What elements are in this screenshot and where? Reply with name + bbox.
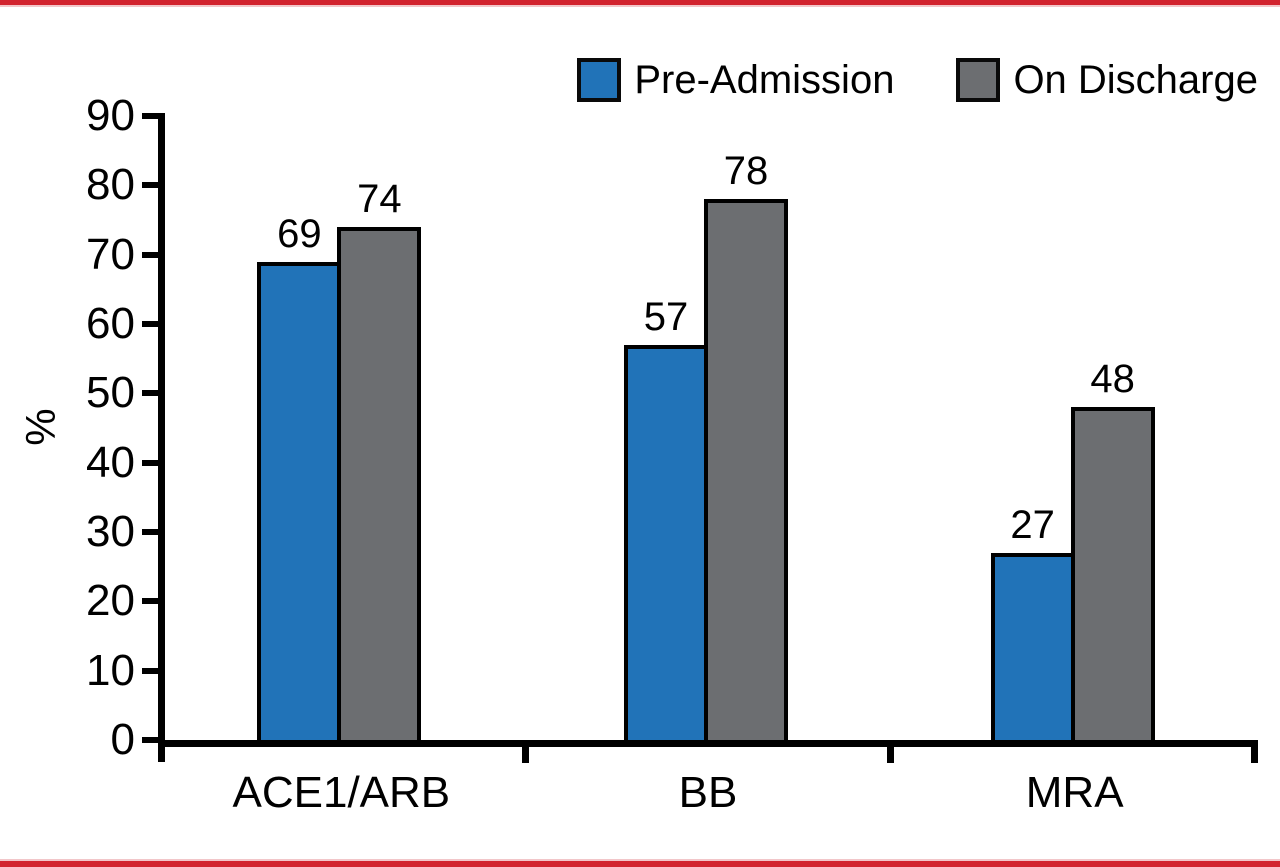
y-tick-70 (142, 251, 158, 258)
y-tick-80 (142, 182, 158, 189)
y-tick-0 (142, 737, 158, 743)
legend-item-pre-admission: Pre-Admission (577, 56, 894, 104)
legend-swatch-pre-admission-icon (577, 58, 622, 102)
y-tick-label-90: 90 (86, 91, 135, 140)
y-tick-label-30: 30 (86, 507, 135, 556)
y-tick-label-50: 50 (86, 368, 135, 418)
legend-label-on-discharge: On Discharge (1013, 58, 1258, 102)
y-tick-60 (142, 321, 158, 327)
legend-swatch-on-discharge-icon (956, 58, 1001, 102)
y-tick-label-40: 40 (86, 437, 135, 487)
y-tick-20 (142, 598, 158, 605)
bar-value-pre-admission-ace1-arb: 69 (277, 211, 322, 256)
bar-value-on-discharge-mra: 48 (1090, 357, 1135, 402)
y-axis-line (158, 113, 165, 762)
bar-on-discharge-bb (704, 199, 788, 740)
y-tick-label-20: 20 (86, 576, 135, 626)
x-tick-2 (886, 747, 894, 763)
y-tick-label-0: 0 (110, 715, 135, 764)
x-axis-line (158, 740, 1258, 747)
x-category-label-mra: MRA (1025, 768, 1124, 817)
y-tick-40 (142, 459, 158, 466)
y-tick-30 (142, 529, 158, 535)
x-category-label-ace1-arb: ACE1/ARB (232, 768, 451, 817)
bar-value-on-discharge-ace1-arb: 74 (357, 176, 402, 221)
y-tick-label-70: 70 (86, 229, 135, 279)
y-tick-90 (142, 113, 158, 119)
x-tick-1 (522, 747, 530, 763)
bottom-red-border (0, 859, 1280, 867)
y-tick-label-60: 60 (86, 299, 135, 348)
x-category-label-bb: BB (678, 768, 738, 817)
bar-value-on-discharge-bb: 78 (723, 149, 769, 194)
y-tick-50 (142, 390, 158, 397)
legend-item-on-discharge: On Discharge (956, 56, 1258, 104)
x-tick-3 (1251, 747, 1258, 763)
y-tick-10 (142, 667, 158, 674)
bar-pre-admission-bb (624, 344, 708, 740)
bar-value-pre-admission-mra: 27 (1010, 502, 1055, 547)
bar-value-pre-admission-bb: 57 (643, 294, 689, 339)
y-tick-label-10: 10 (86, 645, 135, 695)
bar-pre-admission-mra (990, 552, 1075, 740)
bar-pre-admission-ace1-arb (257, 261, 342, 740)
bar-on-discharge-ace1-arb (337, 226, 422, 740)
y-tick-label-80: 80 (86, 160, 135, 210)
top-red-border (0, 0, 1280, 7)
chart-legend: Pre-Admission On Discharge (577, 56, 1258, 104)
legend-label-pre-admission: Pre-Admission (634, 58, 895, 102)
bar-on-discharge-mra (1070, 407, 1155, 740)
